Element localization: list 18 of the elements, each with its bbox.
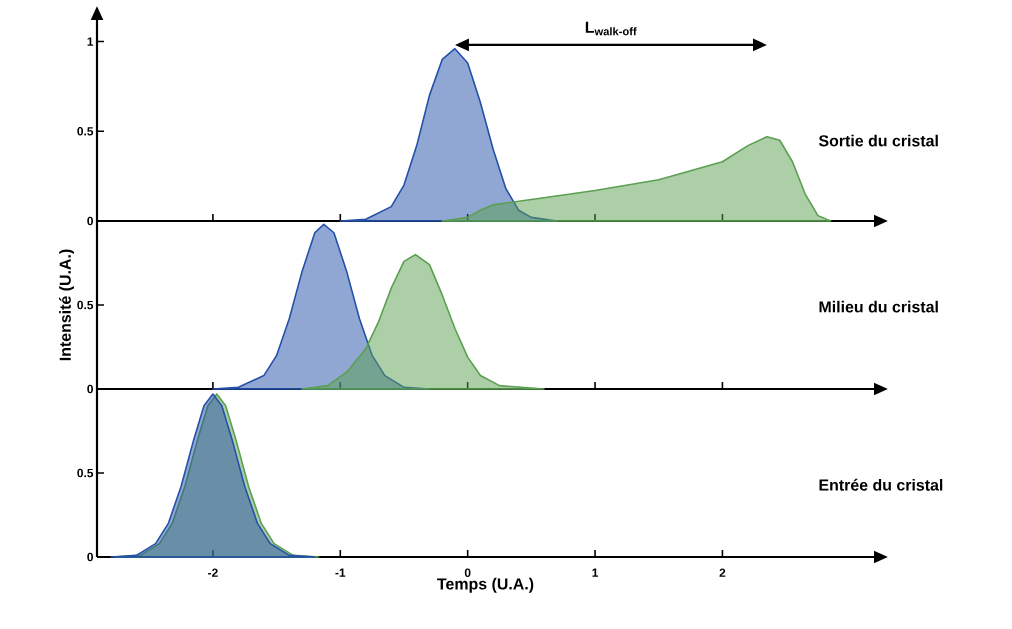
y-tick-label: 1 [87,37,94,46]
x-axis-title: Temps (U.A.) [437,577,534,593]
annotation: L$_{walk-off}$ [585,21,637,36]
annotation: Entrée du cristal [819,478,943,491]
annotation: Sortie du cristal [818,134,938,147]
y-tick-label: 0.5 [77,300,94,310]
x-tick-label: -2 [208,568,218,577]
x-tick-label: 2 [719,568,726,577]
y-tick-label: 0 [87,552,93,562]
y-tick-label: 0 [87,384,93,394]
x-tick-label: 0 [464,568,471,577]
annotation: Milieu du cristal [819,300,938,313]
x-tick-label: 1 [592,568,599,577]
x-tick-label: -1 [335,568,346,577]
y-axis-title: Intensité (U.A.) [59,249,75,361]
y-tick-label: 0.5 [77,468,94,478]
y-tick-label: 0 [87,216,93,226]
y-tick-label: 0.5 [77,127,94,136]
